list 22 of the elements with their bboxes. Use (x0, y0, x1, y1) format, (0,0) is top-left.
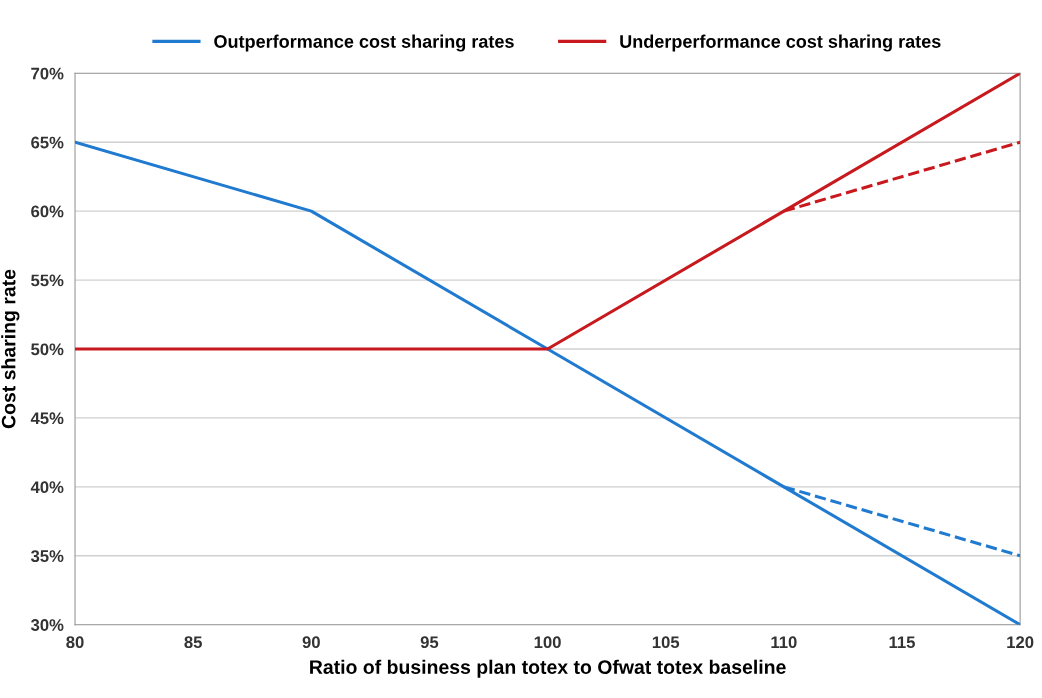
x-tick-label: 105 (652, 636, 680, 649)
y-tick-label: 30% (30, 619, 64, 631)
x-tick-label: 80 (66, 636, 84, 649)
y-tick-label: 50% (31, 343, 64, 356)
x-tick-label: 110 (771, 636, 797, 649)
x-tick-label: 85 (184, 636, 202, 649)
x-axis-title: Ratio of business plan totex to Ofwat totex baseline (310, 659, 786, 678)
x-tick-label: 120 (1007, 636, 1034, 649)
y-tick-label: 45% (30, 412, 64, 425)
legend-label: Underperformance cost sharing rates (620, 34, 941, 52)
x-tick-label: 95 (420, 636, 439, 649)
legend-label: Outperformance cost sharing rates (214, 34, 514, 52)
y-tick-label: 55% (31, 274, 64, 287)
y-tick-label: 40% (30, 481, 64, 494)
y-tick-label: 35% (30, 550, 64, 563)
x-tick-label: 90 (302, 636, 320, 649)
x-tick-label: 100 (534, 636, 561, 649)
y-tick-label: 60% (31, 205, 64, 218)
y-tick-label: 65% (31, 136, 64, 149)
x-tick-label: 115 (889, 636, 915, 649)
y-tick-label: 70% (31, 67, 64, 80)
y-axis-title: Cost sharing rate (1, 269, 20, 429)
